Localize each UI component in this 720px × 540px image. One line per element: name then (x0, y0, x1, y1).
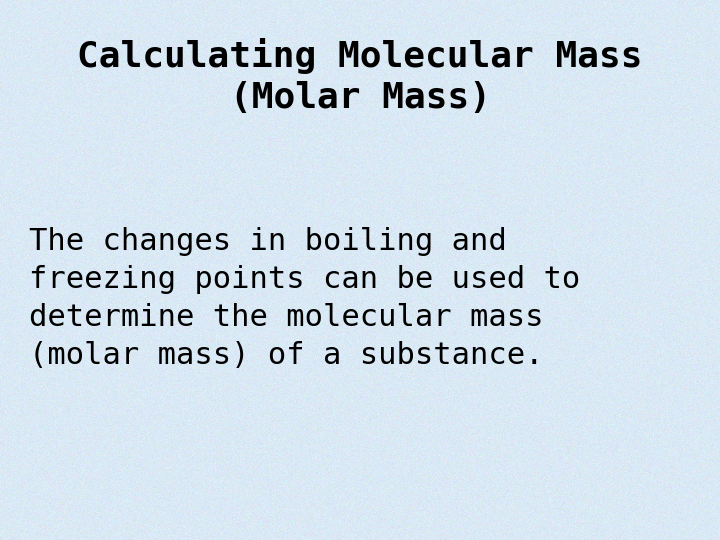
Text: Calculating Molecular Mass
(Molar Mass): Calculating Molecular Mass (Molar Mass) (77, 38, 643, 114)
Text: The changes in boiling and
freezing points can be used to
determine the molecula: The changes in boiling and freezing poin… (29, 227, 580, 370)
